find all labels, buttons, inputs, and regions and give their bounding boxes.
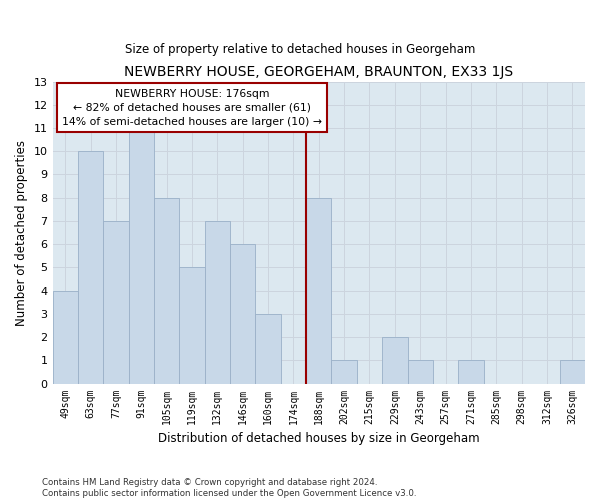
Bar: [128, 128, 154, 384]
Text: Contains HM Land Registry data © Crown copyright and database right 2024.
Contai: Contains HM Land Registry data © Crown c…: [42, 478, 416, 498]
Bar: [382, 337, 407, 384]
Bar: [230, 244, 256, 384]
Bar: [560, 360, 585, 384]
Bar: [306, 198, 331, 384]
Bar: [407, 360, 433, 384]
Bar: [103, 221, 128, 384]
Bar: [179, 268, 205, 384]
Y-axis label: Number of detached properties: Number of detached properties: [15, 140, 28, 326]
X-axis label: Distribution of detached houses by size in Georgeham: Distribution of detached houses by size …: [158, 432, 479, 445]
Bar: [331, 360, 357, 384]
Bar: [458, 360, 484, 384]
Bar: [256, 314, 281, 384]
Bar: [53, 290, 78, 384]
Text: Size of property relative to detached houses in Georgeham: Size of property relative to detached ho…: [125, 42, 475, 56]
Bar: [205, 221, 230, 384]
Bar: [78, 151, 103, 384]
Bar: [154, 198, 179, 384]
Text: NEWBERRY HOUSE: 176sqm
← 82% of detached houses are smaller (61)
14% of semi-det: NEWBERRY HOUSE: 176sqm ← 82% of detached…: [62, 88, 322, 126]
Title: NEWBERRY HOUSE, GEORGEHAM, BRAUNTON, EX33 1JS: NEWBERRY HOUSE, GEORGEHAM, BRAUNTON, EX3…: [124, 65, 514, 79]
